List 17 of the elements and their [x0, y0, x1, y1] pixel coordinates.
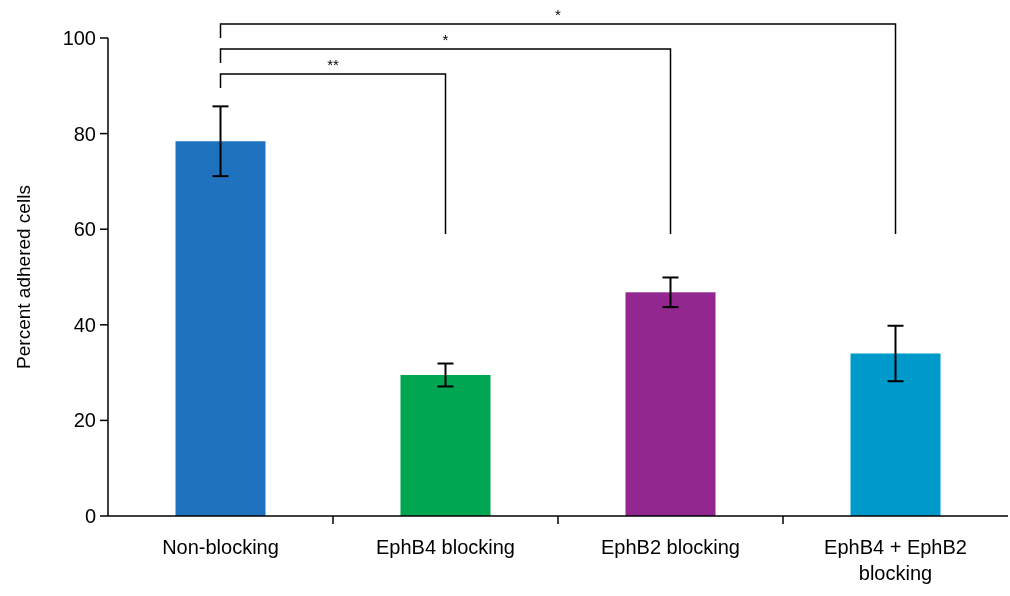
y-tick-label: 80: [73, 122, 96, 145]
y-axis-title: Percent adhered cells: [13, 185, 34, 369]
bar: [400, 374, 491, 516]
y-tick-label: 60: [73, 218, 96, 241]
x-tick-label: EphB4 blocking: [376, 536, 515, 558]
x-tick-label: EphB4 + EphB2 blocking: [824, 536, 967, 584]
y-tick-label: 0: [84, 505, 96, 527]
annotation: *: [442, 31, 449, 48]
y-tick-label: 100: [62, 27, 96, 49]
annotation: **: [327, 56, 339, 73]
x-tick-label: Non-blocking: [162, 536, 279, 558]
text: *: [555, 6, 562, 23]
bar: [850, 353, 941, 516]
y-tick-label: 20: [73, 409, 96, 432]
y-tick-label: 40: [73, 313, 96, 336]
bar: [625, 292, 716, 516]
x-tick-label: EphB2 blocking: [601, 536, 740, 558]
